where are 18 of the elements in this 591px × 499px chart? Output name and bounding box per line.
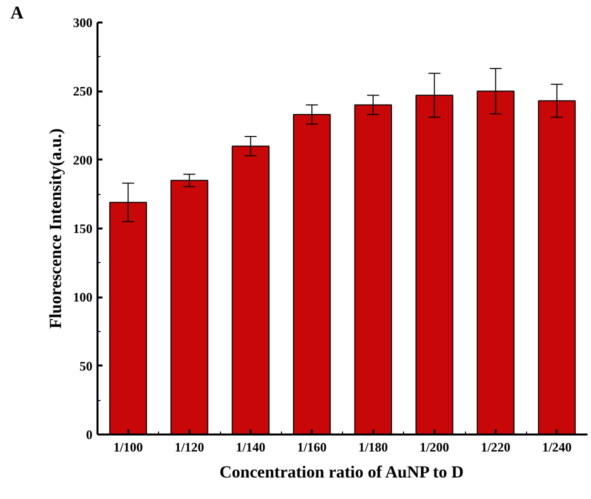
y-tick-label: 150 [73,221,92,236]
x-tick-label: 1/180 [358,440,388,454]
text: A [10,2,24,22]
y-tick-label: 50 [80,358,92,374]
x-tick-label: 1/120 [174,440,204,454]
x-tick-label: 1/240 [542,440,572,454]
y-axis-title: Fluorescence Intensity(a.u.) [46,128,65,329]
y-tick-label: 0 [86,427,92,442]
y-tick-label: 300 [73,15,92,30]
x-tick-label: 1/100 [113,440,143,454]
y-tick-label: 250 [73,84,92,99]
x-tick-label: 1/140 [236,440,266,454]
y-tick-label: 200 [73,152,92,168]
x-tick-label: 1/220 [480,440,510,454]
y-tick-label: 100 [73,290,92,305]
x-tick-label: 1/160 [297,440,327,454]
x-tick-label: 1/200 [420,440,450,454]
x-axis-title: Concentration ratio of AuNP to D [220,462,464,482]
